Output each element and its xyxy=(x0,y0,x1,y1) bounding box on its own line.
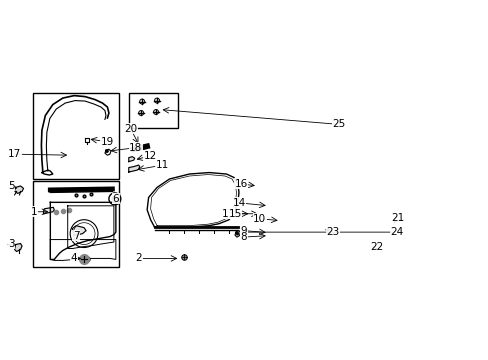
Polygon shape xyxy=(277,217,288,226)
Text: 6: 6 xyxy=(112,194,119,204)
Text: 20: 20 xyxy=(124,124,137,134)
Polygon shape xyxy=(72,226,86,235)
Text: 12: 12 xyxy=(143,151,157,161)
Text: 8: 8 xyxy=(240,232,247,242)
Text: 14: 14 xyxy=(232,198,245,208)
Text: 22: 22 xyxy=(369,242,383,252)
Polygon shape xyxy=(128,157,135,162)
Polygon shape xyxy=(362,243,375,252)
Text: 11: 11 xyxy=(156,160,169,170)
Text: 24: 24 xyxy=(389,227,403,237)
Bar xyxy=(245,208,253,217)
Polygon shape xyxy=(15,186,23,193)
Circle shape xyxy=(236,232,239,235)
Text: 9: 9 xyxy=(240,226,247,236)
Text: 15: 15 xyxy=(228,209,241,219)
Circle shape xyxy=(105,150,108,153)
Text: 3: 3 xyxy=(8,239,15,248)
Text: 21: 21 xyxy=(390,213,404,223)
Text: 16: 16 xyxy=(234,179,247,189)
Text: 18: 18 xyxy=(129,143,142,153)
Text: 13: 13 xyxy=(221,209,234,219)
Text: 1: 1 xyxy=(31,207,38,217)
Text: 4: 4 xyxy=(71,253,77,264)
Text: 2: 2 xyxy=(135,253,142,264)
Bar xyxy=(255,208,263,217)
Bar xyxy=(33,93,119,179)
Text: 7: 7 xyxy=(73,231,79,240)
Text: 19: 19 xyxy=(101,137,114,147)
Text: 23: 23 xyxy=(326,227,339,237)
Text: 10: 10 xyxy=(253,214,266,224)
Text: 17: 17 xyxy=(8,149,21,159)
Polygon shape xyxy=(15,243,22,252)
Text: 25: 25 xyxy=(332,120,345,129)
Text: 5: 5 xyxy=(8,181,15,191)
Polygon shape xyxy=(128,165,140,172)
Bar xyxy=(128,93,178,128)
Polygon shape xyxy=(43,207,54,214)
Bar xyxy=(33,181,119,267)
